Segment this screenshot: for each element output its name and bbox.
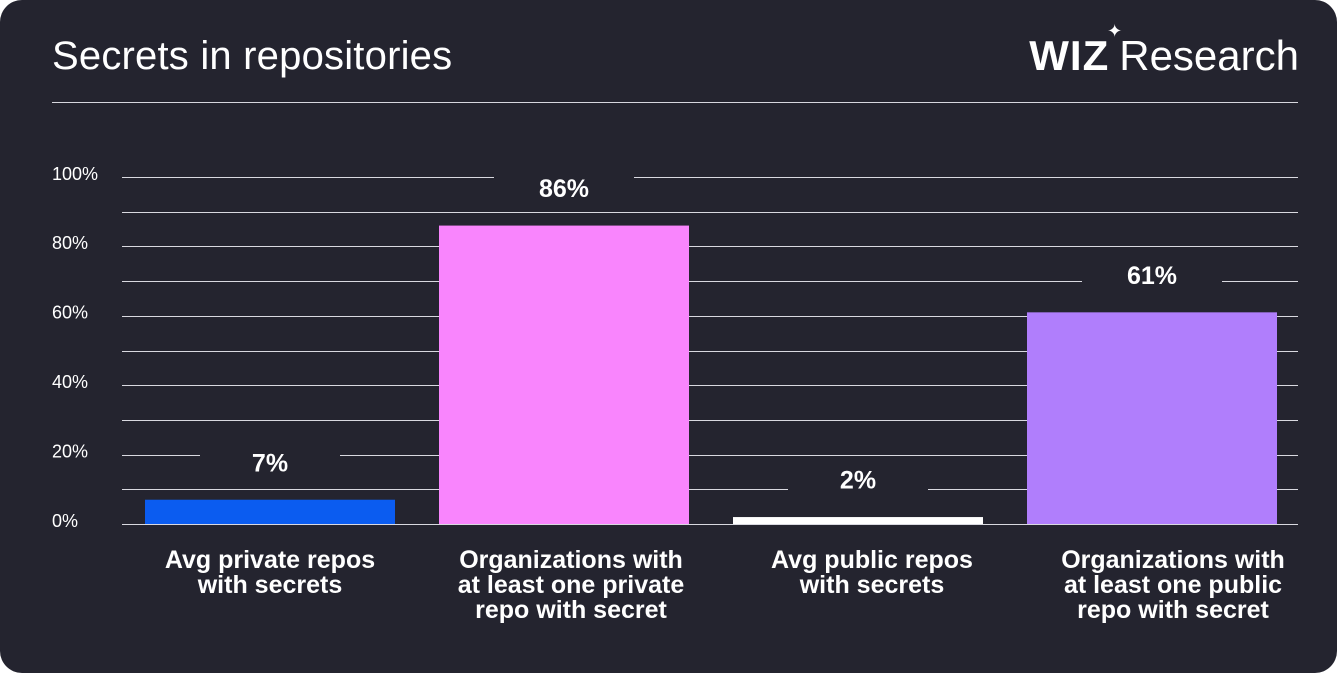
bar-data-label: 86% <box>539 175 589 203</box>
y-tick-label: 80% <box>52 233 88 253</box>
x-category-line: Avg private repos <box>164 546 376 574</box>
x-category-line: repo with secret <box>1077 596 1269 624</box>
y-tick-label: 0% <box>52 511 78 531</box>
brand-research-text: Research <box>1119 32 1299 79</box>
bar <box>733 517 983 524</box>
x-category-label: Avg private repos with secrets <box>120 548 420 598</box>
bar-data-label: 7% <box>252 449 288 477</box>
x-category-label: Organizations with at least one private … <box>421 548 721 623</box>
x-category-line: Avg public repos <box>771 546 973 574</box>
x-category-line: Organizations with <box>1061 546 1285 574</box>
bar <box>145 499 395 524</box>
x-category-line: repo with secret <box>475 596 667 624</box>
y-tick-label: 40% <box>52 372 88 392</box>
x-category-line: with secrets <box>197 571 343 599</box>
brand-wiz-wordmark: WIZ ✦ <box>1029 22 1122 79</box>
header-divider <box>52 102 1298 103</box>
y-tick-label: 20% <box>52 441 88 461</box>
x-category-line: with secrets <box>799 571 945 599</box>
brand-logo: WIZ ✦ Research <box>1029 22 1299 79</box>
x-category-label: Organizations with at least one public r… <box>1023 548 1323 623</box>
bar <box>1027 312 1277 524</box>
x-category-label: Avg public repos with secrets <box>722 548 1022 598</box>
y-tick-label: 100% <box>52 164 98 184</box>
x-category-line: Organizations with <box>459 546 683 574</box>
bar-data-label: 2% <box>840 467 876 495</box>
chart-title: Secrets in repositories <box>52 34 453 78</box>
sparkle-icon: ✦ <box>1107 21 1124 41</box>
y-tick-label: 60% <box>52 303 88 323</box>
bar <box>439 225 689 524</box>
x-category-line: at least one public <box>1063 571 1283 599</box>
x-category-line: at least one private <box>457 571 685 599</box>
brand-wiz-text: WIZ <box>1029 32 1110 79</box>
bar-data-label: 61% <box>1127 262 1177 290</box>
